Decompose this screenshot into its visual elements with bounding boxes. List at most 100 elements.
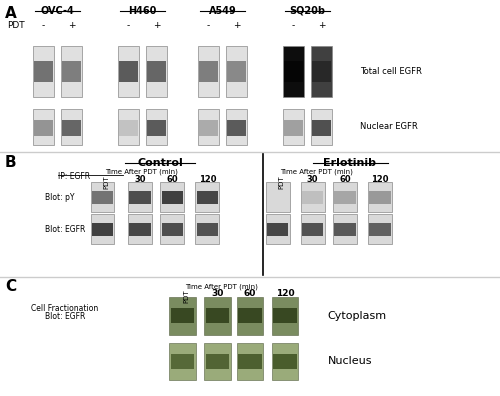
Text: A549: A549 — [208, 6, 236, 16]
FancyBboxPatch shape — [170, 308, 194, 323]
FancyBboxPatch shape — [119, 61, 138, 82]
FancyBboxPatch shape — [302, 191, 324, 204]
Text: SQ20b: SQ20b — [290, 6, 326, 16]
Text: Blot: EGFR: Blot: EGFR — [45, 312, 85, 321]
FancyBboxPatch shape — [300, 214, 324, 244]
Text: 120: 120 — [199, 175, 216, 184]
Text: Time After PDT (min): Time After PDT (min) — [280, 168, 353, 175]
FancyBboxPatch shape — [266, 223, 288, 236]
Text: PDT: PDT — [278, 175, 284, 188]
Text: 60: 60 — [244, 289, 256, 298]
FancyBboxPatch shape — [199, 61, 218, 82]
FancyBboxPatch shape — [284, 120, 303, 135]
FancyBboxPatch shape — [333, 182, 357, 212]
FancyBboxPatch shape — [204, 343, 231, 380]
FancyBboxPatch shape — [129, 223, 151, 236]
Text: IP: EGFR: IP: EGFR — [58, 172, 90, 181]
Text: Erlotinib: Erlotinib — [324, 158, 376, 168]
Text: 120: 120 — [371, 175, 389, 184]
Text: -: - — [127, 21, 130, 30]
FancyBboxPatch shape — [237, 343, 263, 380]
FancyBboxPatch shape — [238, 354, 262, 369]
Text: Blot: pY: Blot: pY — [45, 194, 74, 202]
Text: Cytoplasm: Cytoplasm — [328, 311, 386, 321]
FancyBboxPatch shape — [33, 109, 54, 145]
FancyBboxPatch shape — [160, 214, 184, 244]
FancyBboxPatch shape — [368, 182, 392, 212]
Text: PDT: PDT — [8, 21, 25, 30]
FancyBboxPatch shape — [162, 191, 184, 204]
Text: 120: 120 — [276, 289, 294, 298]
FancyBboxPatch shape — [62, 120, 81, 135]
FancyBboxPatch shape — [333, 214, 357, 244]
FancyBboxPatch shape — [283, 109, 304, 145]
Text: Time After PDT (min): Time After PDT (min) — [185, 283, 258, 289]
Text: -: - — [42, 21, 45, 30]
Text: OVC-4: OVC-4 — [40, 6, 74, 16]
FancyBboxPatch shape — [169, 297, 196, 335]
FancyBboxPatch shape — [0, 277, 500, 396]
FancyBboxPatch shape — [34, 61, 53, 82]
Text: C: C — [5, 279, 16, 294]
Text: 60: 60 — [166, 175, 178, 184]
FancyBboxPatch shape — [90, 214, 114, 244]
FancyBboxPatch shape — [92, 191, 114, 204]
FancyBboxPatch shape — [147, 120, 166, 135]
FancyBboxPatch shape — [266, 182, 289, 212]
Text: 30: 30 — [212, 289, 224, 298]
FancyBboxPatch shape — [369, 191, 391, 204]
FancyBboxPatch shape — [196, 214, 220, 244]
FancyBboxPatch shape — [266, 191, 288, 204]
FancyBboxPatch shape — [160, 182, 184, 212]
FancyBboxPatch shape — [334, 191, 356, 204]
FancyBboxPatch shape — [147, 61, 166, 82]
FancyBboxPatch shape — [0, 152, 500, 277]
FancyBboxPatch shape — [146, 46, 167, 97]
Text: Nucleus: Nucleus — [328, 356, 372, 366]
FancyBboxPatch shape — [119, 120, 138, 135]
Text: Cell Fractionation: Cell Fractionation — [32, 305, 98, 313]
FancyBboxPatch shape — [238, 308, 262, 323]
Text: H460: H460 — [128, 6, 156, 16]
FancyBboxPatch shape — [302, 223, 324, 236]
FancyBboxPatch shape — [206, 308, 230, 323]
Text: +: + — [233, 21, 240, 30]
Text: Total cell EGFR: Total cell EGFR — [360, 67, 422, 76]
FancyBboxPatch shape — [226, 46, 247, 97]
FancyBboxPatch shape — [272, 297, 298, 335]
FancyBboxPatch shape — [90, 182, 114, 212]
Text: 60: 60 — [339, 175, 351, 184]
FancyBboxPatch shape — [61, 46, 82, 97]
FancyBboxPatch shape — [272, 343, 298, 380]
FancyBboxPatch shape — [198, 46, 219, 97]
FancyBboxPatch shape — [196, 182, 220, 212]
FancyBboxPatch shape — [170, 354, 194, 369]
FancyBboxPatch shape — [284, 61, 303, 82]
FancyBboxPatch shape — [128, 214, 152, 244]
FancyBboxPatch shape — [227, 120, 246, 135]
Text: -: - — [207, 21, 210, 30]
FancyBboxPatch shape — [62, 61, 81, 82]
FancyBboxPatch shape — [312, 61, 331, 82]
Text: -: - — [292, 21, 295, 30]
FancyBboxPatch shape — [204, 297, 231, 335]
FancyBboxPatch shape — [266, 214, 289, 244]
FancyBboxPatch shape — [226, 109, 247, 145]
FancyBboxPatch shape — [162, 223, 184, 236]
FancyBboxPatch shape — [300, 182, 324, 212]
FancyBboxPatch shape — [283, 46, 304, 97]
FancyBboxPatch shape — [206, 354, 230, 369]
FancyBboxPatch shape — [118, 109, 139, 145]
Text: Blot: EGFR: Blot: EGFR — [45, 225, 86, 234]
Text: 30: 30 — [134, 175, 146, 184]
FancyBboxPatch shape — [273, 354, 297, 369]
FancyBboxPatch shape — [128, 182, 152, 212]
Text: +: + — [68, 21, 76, 30]
Text: A: A — [5, 6, 17, 21]
FancyBboxPatch shape — [312, 120, 331, 135]
FancyBboxPatch shape — [92, 223, 114, 236]
Text: +: + — [318, 21, 325, 30]
FancyBboxPatch shape — [227, 61, 246, 82]
FancyBboxPatch shape — [334, 223, 356, 236]
FancyBboxPatch shape — [0, 0, 500, 152]
